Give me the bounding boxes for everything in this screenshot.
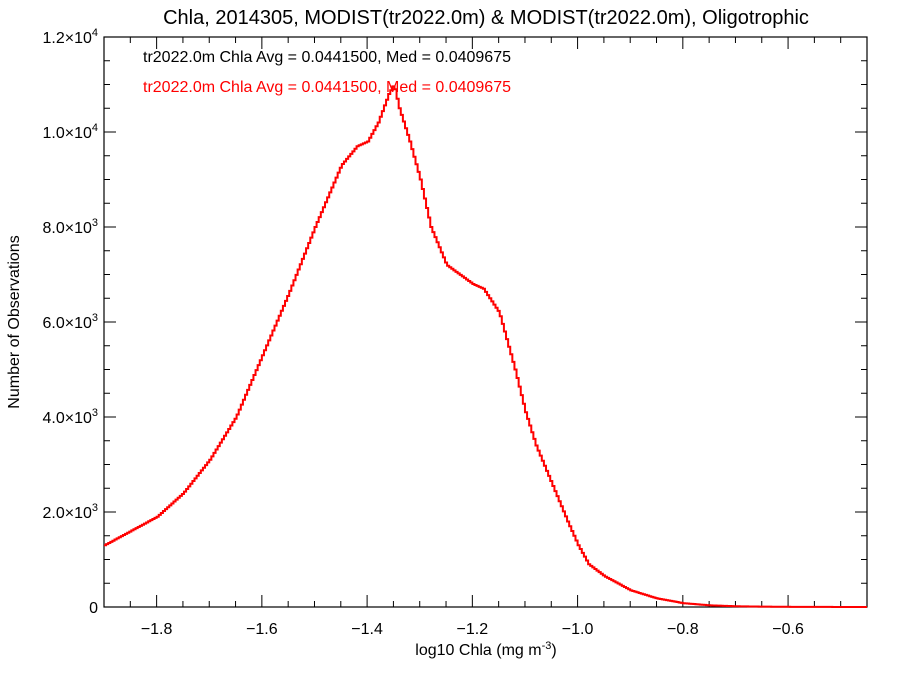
y-tick-label: 0 [89,600,98,617]
y-tick-label-base: 1.0×10 [42,125,91,142]
x-tick-label: −0.6 [772,621,804,638]
x-axis-label: log10 Chla (mg m-3) [415,640,556,659]
y-tick-label-base: 0 [89,600,98,617]
y-tick-label-base: 6.0×10 [42,315,91,332]
x-tick-label: −1.0 [562,621,594,638]
y-tick-label-exp: 4 [92,27,98,39]
series-layer [104,85,867,608]
annotation-black: tr2022.0m Chla Avg = 0.0441500, Med = 0.… [143,49,511,66]
x-tick-label: −1.2 [457,621,489,638]
y-tick-label-exp: 4 [92,122,98,134]
y-axis-label: Number of Observations [6,235,23,408]
x-axis-ticks: −1.8 −1.6 −1.4 −1.2 −1.0 −0.8 −0.6 [129,37,868,638]
y-tick-label-exp: 3 [92,217,98,229]
chart-title: Chla, 2014305, MODIST(tr2022.0m) & MODIS… [163,7,809,29]
x-tick-label: −0.8 [667,621,699,638]
histogram-series-line [104,85,867,608]
x-axis-label-base: log10 Chla (mg m [415,642,541,659]
y-tick-label-base: 1.2×10 [42,30,91,47]
y-tick-label: 6.0×103 [42,312,98,332]
x-tick-label: −1.4 [351,621,383,638]
y-tick-label-base: 8.0×10 [42,220,91,237]
y-axis-ticks: 02.0×1034.0×1036.0×1038.0×1031.0×1041.2×… [42,27,867,617]
y-tick-label: 1.2×104 [42,27,98,47]
y-tick-label-exp: 3 [92,312,98,324]
x-tick-label: −1.6 [246,621,278,638]
y-tick-label-base: 4.0×10 [42,410,91,427]
x-tick-label: −1.8 [141,621,173,638]
y-tick-label: 8.0×103 [42,217,98,237]
y-tick-label: 1.0×104 [42,122,98,142]
y-tick-label-exp: 3 [92,502,98,514]
annotation-red: tr2022.0m Chla Avg = 0.0441500, Med = 0.… [143,79,511,96]
y-tick-label-base: 2.0×10 [42,505,91,522]
x-axis-label-close: ) [551,642,556,659]
y-tick-label: 4.0×103 [42,407,98,427]
y-tick-label: 2.0×103 [42,502,98,522]
y-tick-label-exp: 3 [92,407,98,419]
x-axis-label-sup: -3 [542,640,552,652]
